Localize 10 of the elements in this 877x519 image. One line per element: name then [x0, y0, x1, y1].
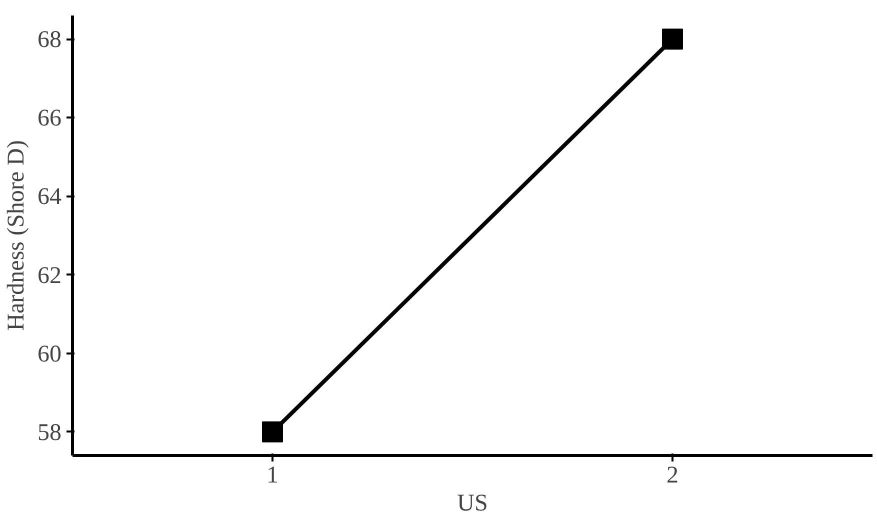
y-axis-title: Hardness (Shore D) [4, 140, 30, 331]
y-tick-label: 60 [38, 341, 62, 368]
y-tick-label: 62 [38, 262, 62, 289]
y-tick-label: 58 [38, 420, 62, 446]
x-axis-title: US [457, 490, 488, 516]
y-tick-label: 66 [38, 106, 62, 132]
y-tick-label: 64 [38, 184, 62, 210]
x-tick-label: 2 [666, 462, 678, 488]
y-tick-label: 68 [38, 27, 62, 54]
x-tick-label: 1 [266, 462, 278, 488]
